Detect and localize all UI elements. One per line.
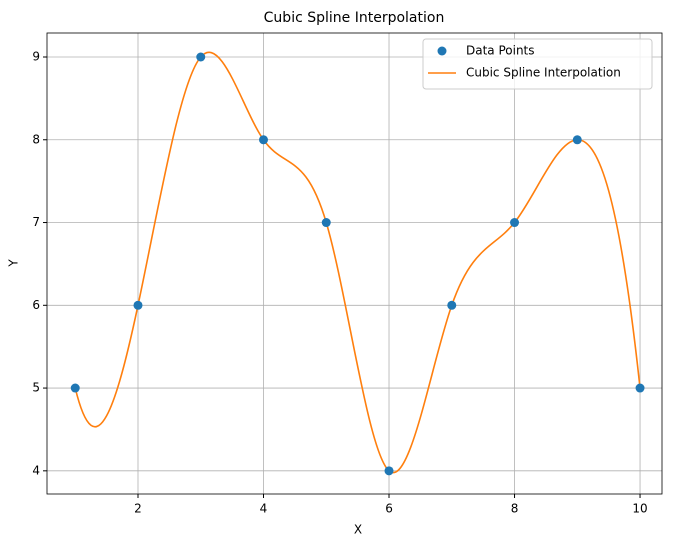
data-point (384, 466, 394, 476)
spline-line (74, 51, 641, 474)
y-tick-label: 8 (32, 132, 40, 146)
chart-title: Cubic Spline Interpolation (264, 10, 445, 26)
y-axis-label: Y (7, 259, 21, 268)
data-point (70, 383, 80, 393)
data-point (259, 135, 269, 145)
data-point (447, 300, 457, 310)
x-tick-label: 4 (260, 502, 268, 516)
data-point (635, 383, 645, 393)
data-point (321, 218, 331, 228)
legend-label: Data Points (466, 44, 535, 58)
legend-label: Cubic Spline Interpolation (466, 66, 621, 80)
data-point (510, 218, 520, 228)
plot-frame (46, 32, 663, 495)
x-axis-label: X (354, 523, 362, 537)
data-point (572, 135, 582, 145)
x-tick-label: 2 (134, 502, 142, 516)
x-tick-label: 8 (511, 502, 519, 516)
y-tick-label: 6 (32, 298, 40, 312)
y-tick-label: 4 (32, 463, 40, 477)
y-tick-label: 5 (32, 381, 40, 395)
y-tick-label: 7 (32, 215, 40, 229)
legend-box (422, 38, 653, 90)
data-point (133, 300, 143, 310)
y-tick-label: 9 (32, 50, 40, 64)
legend-marker (437, 46, 447, 56)
x-tick-label: 10 (632, 502, 647, 516)
x-tick-label: 6 (385, 502, 393, 516)
data-point (196, 52, 206, 62)
